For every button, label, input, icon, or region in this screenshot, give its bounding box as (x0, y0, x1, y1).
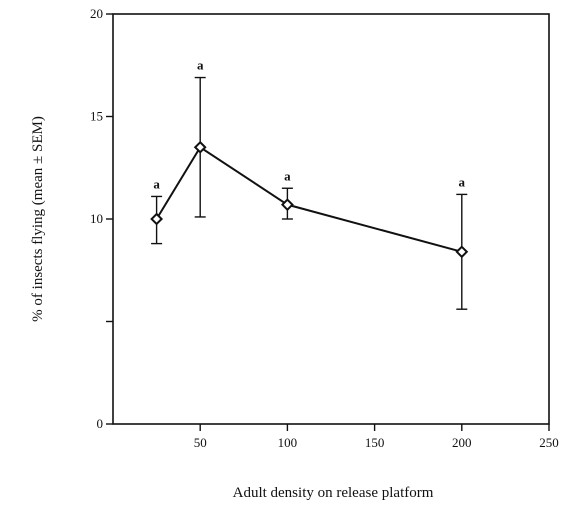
significance-label: a (284, 168, 291, 183)
series-line (155, 145, 463, 253)
plot-frame (112, 13, 550, 425)
y-axis-ticks: 0 10 15 20 (90, 6, 113, 431)
y-axis-title: % of insects flying (mean ± SEM) (30, 116, 46, 322)
y-tick-label: 0 (97, 416, 104, 431)
x-tick-label: 150 (365, 435, 385, 450)
x-axis-title: Adult density on release platform (233, 485, 434, 501)
y-tick-label: 15 (90, 109, 103, 124)
data-point-diamond (455, 245, 469, 259)
data-point-diamond (280, 198, 294, 212)
x-axis-ticks: 50 100 150 200 250 (194, 424, 559, 450)
x-tick-label: 200 (452, 435, 472, 450)
significance-label: a (459, 174, 466, 189)
data-point-diamond (193, 140, 207, 154)
x-tick-label: 50 (194, 435, 207, 450)
x-tick-label: 250 (539, 435, 559, 450)
y-tick-label: 20 (90, 6, 103, 21)
y-tick-label: 10 (90, 211, 103, 226)
significance-label: a (197, 58, 204, 73)
series-layer: a a a a (150, 58, 469, 310)
x-tick-label: 100 (278, 435, 298, 450)
significance-label: a (153, 176, 160, 191)
data-point-diamond (150, 212, 164, 226)
